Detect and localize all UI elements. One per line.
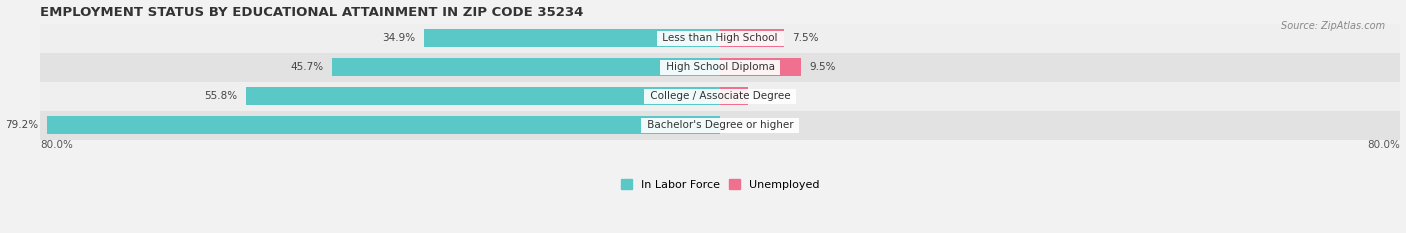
Text: 34.9%: 34.9% <box>382 33 415 43</box>
Bar <box>39 24 1400 53</box>
Bar <box>332 58 720 76</box>
Bar <box>39 111 1400 140</box>
Text: 80.0%: 80.0% <box>1368 140 1400 150</box>
Bar <box>46 116 720 134</box>
Text: EMPLOYMENT STATUS BY EDUCATIONAL ATTAINMENT IN ZIP CODE 35234: EMPLOYMENT STATUS BY EDUCATIONAL ATTAINM… <box>39 6 583 19</box>
Text: 7.5%: 7.5% <box>793 33 820 43</box>
Bar <box>246 87 720 105</box>
Text: Less than High School: Less than High School <box>659 33 782 43</box>
Text: 3.3%: 3.3% <box>756 91 783 101</box>
Bar <box>39 82 1400 111</box>
Text: College / Associate Degree: College / Associate Degree <box>647 91 793 101</box>
Text: Bachelor's Degree or higher: Bachelor's Degree or higher <box>644 120 797 130</box>
Text: 79.2%: 79.2% <box>6 120 38 130</box>
Text: 55.8%: 55.8% <box>204 91 238 101</box>
Bar <box>720 87 748 105</box>
Text: 80.0%: 80.0% <box>39 140 73 150</box>
Text: High School Diploma: High School Diploma <box>662 62 778 72</box>
Legend: In Labor Force, Unemployed: In Labor Force, Unemployed <box>617 175 824 194</box>
Bar <box>720 58 801 76</box>
Text: 9.5%: 9.5% <box>810 62 837 72</box>
Text: 45.7%: 45.7% <box>290 62 323 72</box>
Text: Source: ZipAtlas.com: Source: ZipAtlas.com <box>1281 21 1385 31</box>
Bar <box>720 29 785 47</box>
Text: 0.0%: 0.0% <box>728 120 755 130</box>
Bar <box>39 53 1400 82</box>
Bar <box>423 29 720 47</box>
